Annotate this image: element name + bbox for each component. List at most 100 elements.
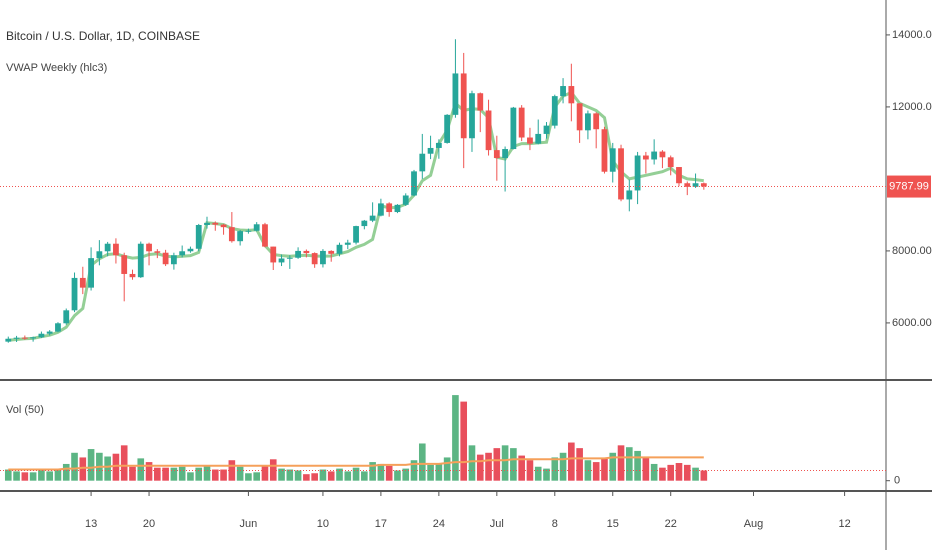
candle-body: [286, 257, 293, 259]
candle-body: [38, 333, 45, 338]
candle-body: [651, 151, 658, 160]
candle-body: [353, 226, 359, 243]
candle-body: [493, 150, 500, 159]
candle-body: [344, 242, 351, 245]
candle-body: [518, 107, 525, 138]
candle-body: [204, 222, 210, 225]
candle-body: [187, 248, 194, 252]
candle-body: [311, 253, 318, 265]
x-tick-label: 15: [607, 518, 619, 530]
candle-body: [435, 142, 442, 148]
candle-body: [228, 227, 235, 242]
y-tick-label: 8000.00: [892, 245, 932, 257]
candle-body: [485, 110, 492, 151]
candle-body: [137, 243, 144, 278]
x-tick-label: 13: [85, 518, 97, 530]
volume-bar: [294, 470, 302, 481]
volume-bar: [154, 467, 161, 481]
candle-body: [444, 114, 451, 143]
volume-bar: [112, 453, 120, 481]
candle-body: [377, 203, 384, 216]
candle-body: [502, 149, 509, 159]
candle-body: [535, 133, 542, 144]
indicator-title: VWAP Weekly (hlc3): [6, 62, 107, 74]
candle-body: [179, 251, 186, 256]
volume-bar: [319, 469, 327, 481]
volume-bar: [700, 470, 708, 481]
candle-body: [30, 337, 37, 339]
volume-bar: [642, 457, 650, 481]
candle-body: [452, 73, 459, 115]
candle-body: [212, 222, 219, 225]
volume-bar: [71, 452, 78, 481]
volume-bar: [187, 472, 194, 481]
candle-body: [21, 337, 28, 339]
volume-bar: [625, 447, 633, 481]
volume-bar: [38, 470, 45, 481]
x-tick-label: Aug: [744, 518, 764, 530]
volume-bar: [129, 466, 136, 481]
volume-bar: [460, 401, 468, 481]
x-tick-label: 8: [552, 518, 558, 530]
volume-bar: [468, 445, 476, 481]
candle-body: [543, 125, 550, 134]
volume-bar: [559, 452, 567, 481]
volume-bar: [311, 473, 318, 481]
volume-bar: [253, 472, 261, 481]
volume-bar: [493, 448, 501, 481]
volume-bar: [327, 471, 335, 481]
volume-bar: [145, 462, 153, 481]
candle-body: [320, 250, 326, 265]
volume-bar: [592, 462, 600, 481]
candle-body: [245, 230, 252, 232]
candle-body: [46, 331, 53, 334]
volume-bar: [418, 443, 426, 481]
volume-bar: [675, 463, 683, 481]
volume-bar: [377, 463, 385, 481]
candle-body: [551, 96, 558, 126]
volume-bar: [650, 463, 658, 481]
candle-body: [170, 255, 177, 265]
volume-bar: [443, 457, 451, 481]
volume-bar: [21, 472, 29, 481]
volume-bar: [361, 471, 368, 481]
candle-body: [237, 231, 244, 242]
chart-title: Bitcoin / U.S. Dollar, 1D, COINBASE: [6, 29, 200, 43]
candle-body: [361, 220, 368, 227]
candle-body: [195, 225, 202, 249]
candle-body: [113, 243, 119, 256]
last-price-box: [887, 175, 931, 198]
candle-body: [411, 171, 417, 196]
candle-body: [667, 157, 674, 168]
y-tick-label: 12000.00: [892, 101, 932, 113]
volume-bar: [162, 467, 169, 481]
candle-body: [618, 148, 624, 200]
candle-body: [510, 107, 517, 150]
candle-body: [253, 224, 260, 231]
candle-body: [88, 258, 94, 288]
candle-body: [568, 86, 575, 104]
candle-body: [684, 183, 691, 187]
candle-body: [477, 93, 484, 111]
candle-body: [676, 167, 682, 184]
x-tick-label: Jun: [240, 518, 258, 530]
volume-bar: [609, 452, 617, 481]
candle-body: [626, 190, 633, 200]
x-tick-label: 12: [838, 518, 850, 530]
volume-bar: [54, 468, 62, 481]
volume-bar: [303, 474, 310, 481]
volume-bar: [485, 452, 492, 481]
last-price-label: 9787.99: [889, 180, 929, 192]
candle-body: [71, 277, 78, 311]
candle-body: [576, 103, 583, 131]
candle-body: [642, 155, 649, 160]
x-tick-label: 24: [433, 518, 445, 530]
candle-body: [369, 215, 376, 221]
y-tick-label: 6000.00: [892, 317, 932, 329]
volume-bar: [402, 468, 410, 481]
volume-bar: [476, 454, 484, 481]
candle-body: [585, 113, 591, 131]
candle-body: [303, 250, 310, 254]
candle-body: [278, 258, 285, 263]
